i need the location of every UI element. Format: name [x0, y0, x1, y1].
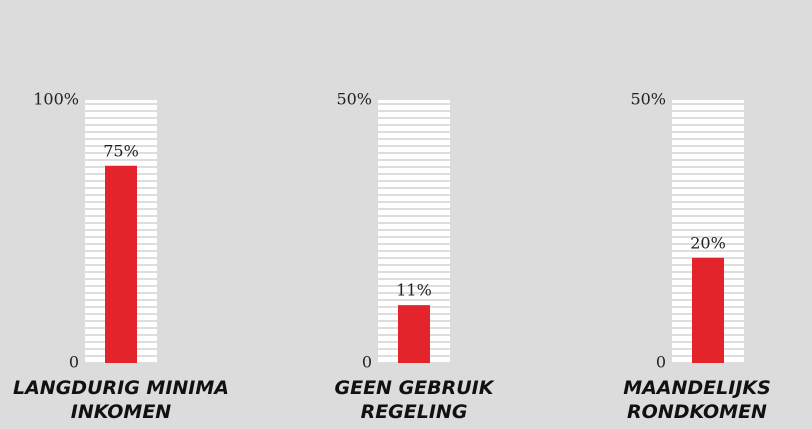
y-tick-label: 100%	[33, 90, 79, 109]
category-label: GEEN GEBRUIK REGELING	[334, 377, 494, 423]
value-label: 20%	[690, 233, 726, 252]
y-tick-label: 0	[656, 353, 666, 372]
category-label: LANGDURIG MINIMA INKOMEN	[13, 377, 229, 423]
bar	[105, 165, 137, 363]
y-tick-label: 0	[362, 353, 372, 372]
category-label-box: MAANDELIJKS RONDKOMEN	[623, 377, 771, 423]
category-label-box: GEEN GEBRUIK REGELING	[334, 377, 494, 423]
value-label: 75%	[103, 141, 139, 160]
y-tick-label: 50%	[336, 90, 372, 109]
bar	[692, 257, 724, 363]
category-label: MAANDELIJKS RONDKOMEN	[623, 377, 771, 423]
y-tick-label: 50%	[630, 90, 666, 109]
value-label: 11%	[396, 281, 432, 300]
y-tick-label: 0	[69, 353, 79, 372]
bar	[398, 305, 430, 363]
category-label-box: LANGDURIG MINIMA INKOMEN	[13, 377, 229, 423]
